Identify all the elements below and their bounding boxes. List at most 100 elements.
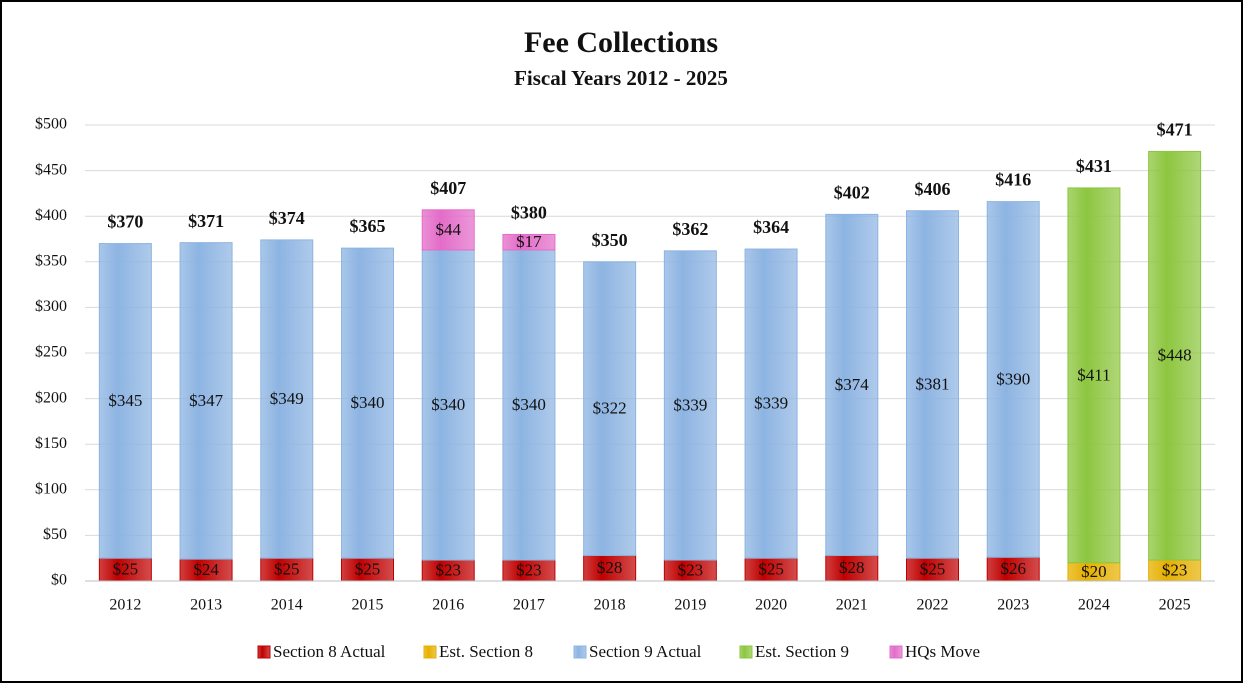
y-tick-label: $200 <box>35 389 67 406</box>
x-tick-label: 2018 <box>594 597 626 614</box>
y-tick-label: $50 <box>43 526 67 543</box>
y-tick-label: $500 <box>35 116 67 133</box>
data-label: $20 <box>1081 562 1107 581</box>
data-label: $17 <box>516 232 542 251</box>
bar-segment <box>179 242 233 560</box>
legend-swatch <box>889 645 903 659</box>
total-label: $371 <box>188 211 224 231</box>
x-tick-label: 2013 <box>190 597 222 614</box>
bar-segment <box>744 248 798 559</box>
y-tick-label: $300 <box>35 298 67 315</box>
legend-swatch <box>573 645 587 659</box>
x-tick-label: 2023 <box>997 597 1029 614</box>
bar-segment <box>986 201 1040 558</box>
data-label: $26 <box>1000 559 1026 578</box>
x-tick-label: 2021 <box>836 597 868 614</box>
legend-label: Section 8 Actual <box>273 642 386 661</box>
y-tick-label: $450 <box>35 161 67 178</box>
x-tick-label: 2016 <box>432 597 464 614</box>
total-label: $402 <box>834 183 870 203</box>
legend-label: HQs Move <box>905 642 980 661</box>
bar-segment <box>663 250 717 561</box>
bar-segment <box>1148 150 1202 561</box>
bar-segment <box>502 233 556 251</box>
total-label: $370 <box>107 212 143 232</box>
y-tick-label: $0 <box>51 572 67 589</box>
data-label: $448 <box>1158 346 1192 365</box>
y-tick-label: $150 <box>35 435 67 452</box>
data-label: $25 <box>274 560 300 579</box>
data-label: $25 <box>920 560 946 579</box>
x-tick-label: 2022 <box>917 597 949 614</box>
legend-label: Est. Section 8 <box>439 642 533 661</box>
data-label: $349 <box>270 389 304 408</box>
bar-segment <box>260 239 314 559</box>
x-tick-label: 2012 <box>109 597 141 614</box>
data-label: $25 <box>355 560 381 579</box>
total-label: $374 <box>269 208 305 228</box>
total-label: $407 <box>430 178 466 198</box>
total-label: $471 <box>1157 120 1193 140</box>
data-label: $340 <box>351 393 385 412</box>
legend-swatch <box>739 645 753 659</box>
data-label: $374 <box>835 375 870 394</box>
data-label: $339 <box>673 395 707 414</box>
data-label: $345 <box>108 391 142 410</box>
data-label: $411 <box>1077 365 1110 384</box>
data-label: $25 <box>758 560 784 579</box>
bar-segment <box>341 247 394 559</box>
data-label: $23 <box>678 560 704 579</box>
data-label: $381 <box>916 374 950 393</box>
x-tick-label: 2025 <box>1159 597 1191 614</box>
x-tick-label: 2014 <box>271 597 303 614</box>
x-tick-label: 2019 <box>674 597 706 614</box>
legend-label: Est. Section 9 <box>755 642 849 661</box>
bar-segment <box>98 243 152 559</box>
bar-segment <box>825 554 879 582</box>
data-label: $28 <box>839 558 865 577</box>
bar-segment <box>825 213 879 556</box>
total-label: $350 <box>592 230 628 250</box>
data-label: $25 <box>113 560 139 579</box>
x-tick-label: 2020 <box>755 597 787 614</box>
y-tick-label: $100 <box>35 480 67 497</box>
data-label: $322 <box>593 399 627 418</box>
data-label: $44 <box>435 220 461 239</box>
data-label: $339 <box>754 394 788 413</box>
chart-subtitle: Fiscal Years 2012 - 2025 <box>514 66 728 90</box>
x-tick-label: 2015 <box>352 597 384 614</box>
bar-segment <box>421 249 475 561</box>
data-label: $23 <box>1162 560 1188 579</box>
data-label: $23 <box>516 560 542 579</box>
data-label: $340 <box>512 395 546 414</box>
data-label: $28 <box>597 558 623 577</box>
total-label: $406 <box>915 179 951 199</box>
x-tick-label: 2017 <box>513 597 545 614</box>
x-tick-label: 2024 <box>1078 597 1110 614</box>
bar-segment <box>1067 187 1121 564</box>
chart-title: Fee Collections <box>524 26 718 59</box>
total-label: $362 <box>672 219 708 239</box>
total-label: $364 <box>753 217 789 237</box>
y-tick-label: $400 <box>35 207 67 224</box>
data-label: $347 <box>189 391 224 410</box>
bar-segment <box>502 249 556 561</box>
bar-segment <box>583 554 637 582</box>
bar-segment <box>583 261 637 556</box>
bar-segment <box>421 209 475 251</box>
data-label: $340 <box>431 395 465 414</box>
data-label: $23 <box>435 560 461 579</box>
legend-swatch <box>257 645 271 659</box>
legend-swatch <box>423 645 437 659</box>
total-label: $416 <box>995 170 1031 190</box>
y-tick-label: $250 <box>35 344 67 361</box>
bar-segment <box>906 210 959 559</box>
total-label: $431 <box>1076 156 1112 176</box>
data-label: $390 <box>996 369 1030 388</box>
legend-label: Section 9 Actual <box>589 642 702 661</box>
data-label: $24 <box>193 560 219 579</box>
total-label: $380 <box>511 203 547 223</box>
y-tick-label: $350 <box>35 252 67 269</box>
total-label: $365 <box>350 216 386 236</box>
